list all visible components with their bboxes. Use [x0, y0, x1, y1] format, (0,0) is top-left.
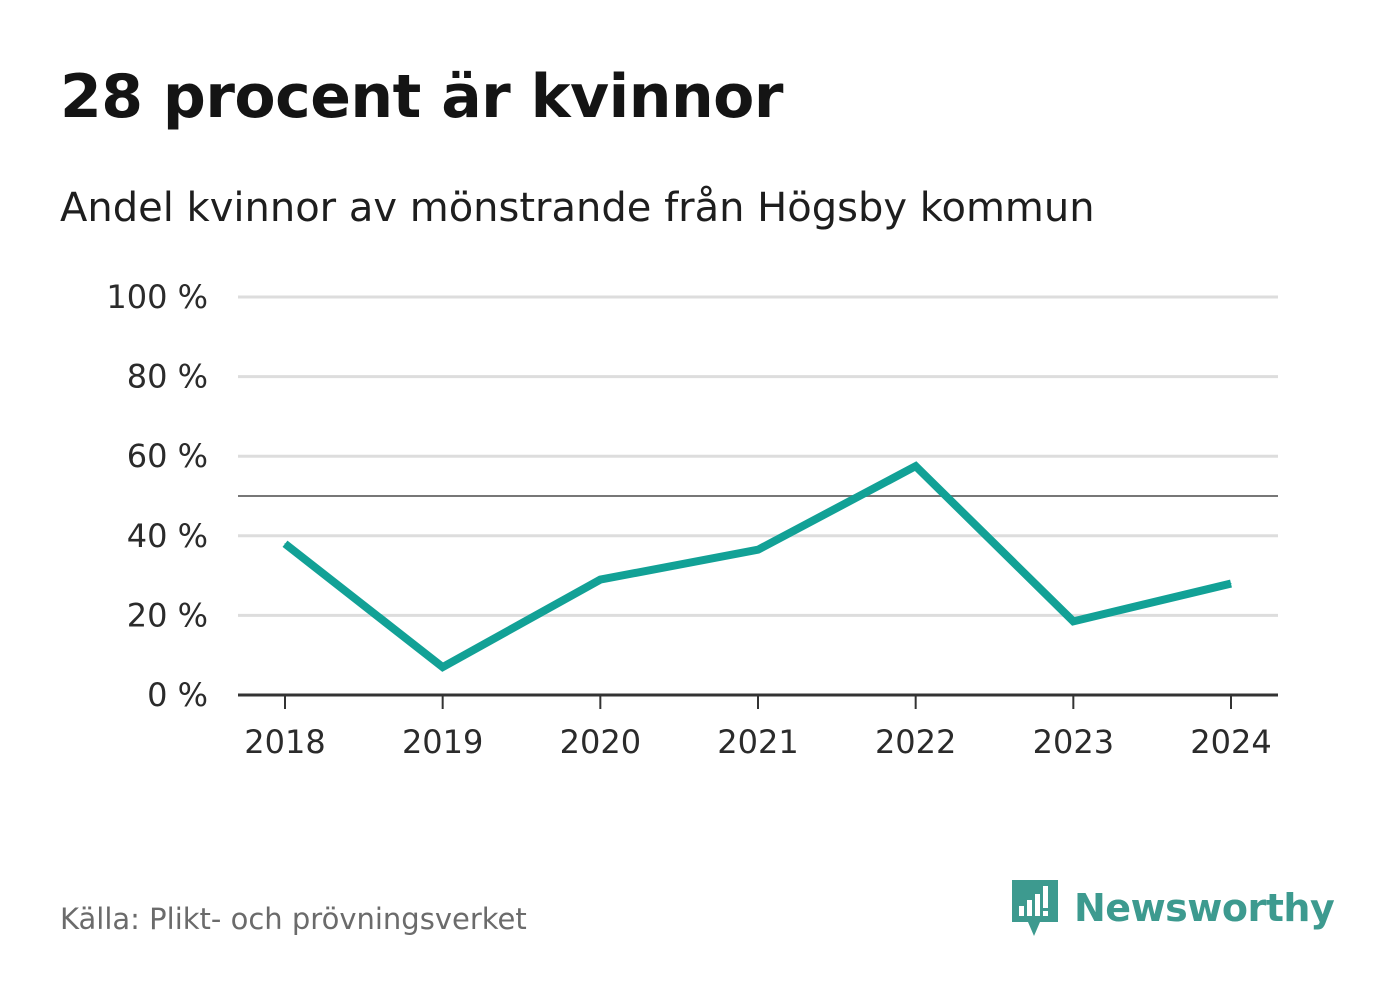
series-group [282, 461, 1232, 672]
x-tick-label: 2020 [560, 723, 641, 761]
y-tick-label: 0 % [147, 676, 208, 714]
x-tick-label: 2023 [1033, 723, 1114, 761]
x-tick-label: 2018 [244, 723, 325, 761]
gridlines [238, 295, 1278, 617]
x-axis-labels: 2018 2019 2020 2021 2022 2023 2024 [244, 723, 1271, 761]
x-axis [238, 693, 1278, 709]
data-point-2023 [1072, 620, 1074, 622]
y-tick-label: 20 % [127, 596, 208, 634]
brand-name: Newsworthy [1074, 886, 1335, 930]
x-tick-label: 2024 [1190, 723, 1271, 761]
source-note: Källa: Plikt- och prövningsverket [60, 902, 527, 936]
y-tick-label: 40 % [127, 517, 208, 555]
y-axis-labels: 0 % 20 % 40 % 60 % 80 % 100 % [106, 278, 208, 714]
data-point-2020 [599, 579, 601, 581]
x-tick-label: 2019 [402, 723, 483, 761]
newsworthy-logo: Newsworthy [1010, 878, 1335, 938]
y-tick-label: 60 % [127, 437, 208, 475]
data-point-2022 [915, 465, 917, 467]
data-point-2019 [442, 666, 444, 668]
chart-title: 28 procent är kvinnor [60, 62, 783, 132]
x-tick-label: 2021 [717, 723, 798, 761]
chart-subtitle: Andel kvinnor av mönstrande från Högsby … [60, 185, 1095, 231]
newsworthy-icon [1012, 880, 1058, 936]
data-point-2018 [284, 543, 286, 545]
data-point-2024 [1230, 583, 1232, 585]
y-tick-label: 80 % [127, 358, 208, 396]
data-point-2021 [757, 549, 759, 551]
x-tick-label: 2022 [875, 723, 956, 761]
y-tick-label: 100 % [106, 278, 208, 316]
